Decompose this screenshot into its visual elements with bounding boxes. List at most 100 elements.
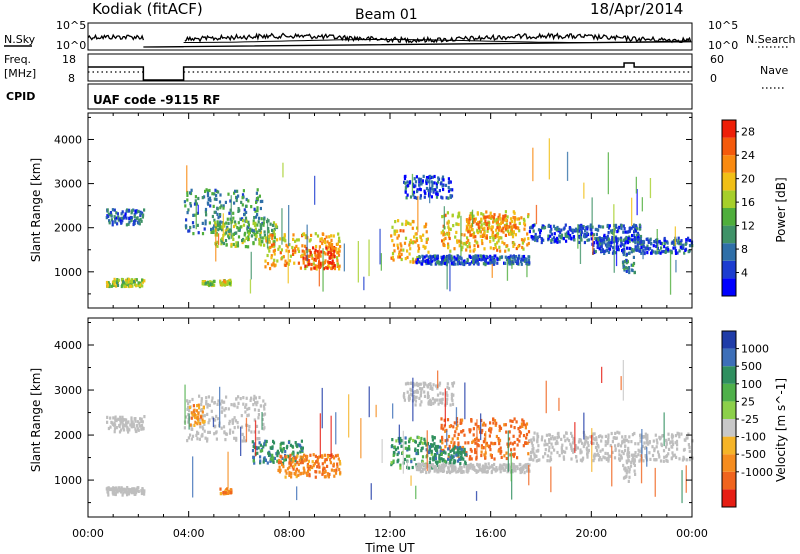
data-cell xyxy=(317,462,320,466)
data-cell xyxy=(123,424,126,428)
data-cell xyxy=(332,261,335,266)
data-cell xyxy=(232,216,235,220)
data-cell xyxy=(455,451,458,455)
data-cell xyxy=(329,461,332,465)
data-cell xyxy=(431,387,434,391)
data-cell xyxy=(201,196,204,200)
data-cell xyxy=(121,210,124,214)
data-cell xyxy=(224,491,227,495)
data-cell xyxy=(338,267,341,271)
data-cell xyxy=(601,242,604,246)
data-cell xyxy=(627,479,630,483)
data-cell xyxy=(306,473,309,477)
data-cell xyxy=(406,255,409,260)
data-cell xyxy=(247,232,251,236)
data-cell xyxy=(651,445,654,449)
data-cell xyxy=(185,226,188,230)
data-cell xyxy=(483,470,486,474)
data-cell xyxy=(442,231,445,235)
velocity-data-layer xyxy=(105,360,694,504)
data-cell xyxy=(330,252,333,257)
data-cell xyxy=(220,242,223,246)
data-cell xyxy=(305,457,308,461)
data-cell xyxy=(510,228,513,232)
data-cell xyxy=(296,444,299,448)
data-cell xyxy=(428,460,431,464)
data-cell xyxy=(403,398,406,402)
data-cell xyxy=(507,229,510,233)
data-cell xyxy=(513,464,516,468)
x-tick-label: 08:00 xyxy=(273,527,305,540)
data-cell xyxy=(427,180,430,184)
data-cell xyxy=(657,240,660,244)
data-cell xyxy=(247,238,250,242)
data-cell xyxy=(235,231,238,235)
data-cell xyxy=(243,213,246,217)
data-cell xyxy=(430,452,433,456)
data-cell xyxy=(419,465,422,469)
data-cell xyxy=(587,443,590,448)
data-cell xyxy=(457,453,460,457)
data-cell xyxy=(604,451,607,455)
data-cell xyxy=(583,240,586,245)
data-cell xyxy=(452,445,455,449)
data-cell xyxy=(463,465,466,469)
data-cell xyxy=(227,279,230,283)
data-cell xyxy=(624,467,627,471)
data-cell xyxy=(453,255,456,259)
data-cell xyxy=(115,284,118,288)
data-cell xyxy=(322,468,325,472)
data-cell xyxy=(273,264,276,268)
data-cell xyxy=(419,394,422,398)
data-cell xyxy=(141,420,144,424)
data-cell xyxy=(414,184,417,188)
data-cell xyxy=(600,245,603,249)
data-cell xyxy=(121,278,124,282)
data-cell xyxy=(494,469,497,473)
data-cell xyxy=(468,464,471,468)
data-cell xyxy=(116,283,120,287)
data-cell xyxy=(433,442,436,446)
data-cell xyxy=(322,466,325,470)
data-cell xyxy=(316,264,319,269)
data-cell xyxy=(579,458,582,462)
data-cell xyxy=(194,199,197,203)
data-cell xyxy=(565,431,568,435)
data-cell xyxy=(521,418,524,422)
data-cell xyxy=(400,252,403,256)
data-cell xyxy=(404,181,407,185)
data-cell xyxy=(124,278,127,282)
data-cell xyxy=(525,441,528,445)
data-cell xyxy=(400,257,403,262)
data-cell xyxy=(241,439,244,443)
data-cell xyxy=(242,189,245,193)
data-cell xyxy=(254,396,257,400)
data-cell xyxy=(480,219,483,223)
data-cell xyxy=(684,242,687,246)
data-cell xyxy=(397,458,400,462)
data-cell xyxy=(435,195,439,199)
data-cell xyxy=(111,220,114,224)
data-cell xyxy=(494,242,497,247)
data-cell xyxy=(118,430,122,434)
colorbar-tick-label: 4 xyxy=(741,267,748,280)
data-cell xyxy=(301,232,304,236)
data-streak xyxy=(296,486,298,501)
data-cell xyxy=(586,238,589,242)
data-cell xyxy=(141,280,144,284)
colorbar-swatch xyxy=(722,120,736,138)
data-cell xyxy=(301,448,304,452)
y-tick-label: 4000 xyxy=(54,133,82,146)
data-cell xyxy=(660,442,663,446)
data-cell xyxy=(443,261,447,266)
data-cell xyxy=(321,232,324,236)
data-cell xyxy=(521,241,524,245)
data-cell xyxy=(218,214,222,218)
data-cell xyxy=(113,427,117,431)
data-cell xyxy=(421,179,424,183)
data-cell xyxy=(493,219,496,223)
data-cell xyxy=(435,185,438,189)
data-cell xyxy=(255,445,258,450)
data-cell xyxy=(396,446,399,450)
data-cell xyxy=(476,262,479,266)
